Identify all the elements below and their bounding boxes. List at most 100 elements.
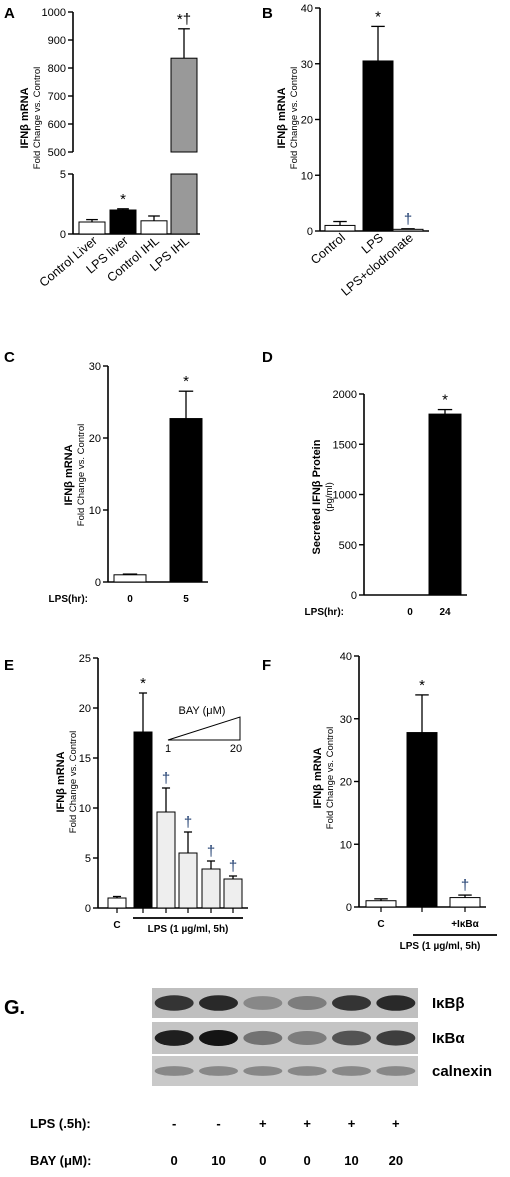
bar-2: [140, 220, 168, 235]
significance-mark-1: *: [120, 191, 126, 208]
y-axis-subtitle: Fold Change vs. Control: [32, 67, 43, 169]
y-tick-label-2: 20: [340, 777, 352, 789]
blot-strip-0: [152, 988, 418, 1018]
x-category-label-0: C: [113, 920, 120, 931]
y-tick-label-0: 0: [351, 590, 357, 602]
x-category-label-2: +IκBα: [451, 919, 479, 930]
bar-0: [324, 224, 356, 232]
bar-1: [169, 418, 203, 583]
blot-band-1-2: [243, 1030, 283, 1046]
significance-mark-1: *: [183, 373, 189, 390]
x-category-label-0: C: [377, 919, 384, 930]
panel-letter-c: C: [4, 349, 15, 366]
blot-lane-value-0-1: -: [216, 1116, 220, 1131]
blot-band-1-4: [331, 1030, 372, 1046]
blot-band-0-1: [198, 995, 239, 1011]
chart-panel-c: 0 10 20 30 * IFNβ mRNA Fold Change vs. Control…: [49, 361, 208, 605]
y-axis-title: Secreted IFNβ Protein: [311, 439, 323, 554]
panel-letter-e: E: [4, 657, 14, 674]
x-category-label-0: 0: [407, 607, 413, 618]
bar-2: [156, 811, 176, 909]
significance-mark-3: †: [184, 814, 192, 831]
bar-1: [362, 60, 394, 232]
x-category-label-1: 5: [183, 594, 189, 605]
y-tick-label-1: 10: [89, 505, 101, 517]
y-tick-label-0: 0: [307, 226, 313, 238]
y-tick-label-4: 40: [340, 651, 352, 663]
blot-band-0-0: [154, 995, 194, 1011]
blot-band-2-4: [331, 1066, 372, 1076]
significance-mark-4: †: [207, 843, 215, 860]
y-axis-subtitle: Fold Change vs. Control: [289, 67, 300, 169]
blot-row-label-1: BAY (μM):: [30, 1153, 91, 1168]
significance-mark-2: †: [162, 770, 170, 787]
y-tick-label-2: 20: [89, 433, 101, 445]
chart-panel-b: 0 10 20 30 40 * † IFNβ mRNA Fold Change vs. Cont…: [276, 3, 429, 299]
blot-lane-value-0-5: +: [392, 1116, 400, 1131]
blot-band-1-5: [376, 1030, 416, 1046]
y-tick-label-3: 30: [89, 361, 101, 373]
bar-0: [107, 897, 127, 909]
y-tick-label-upper-2: 700: [48, 91, 66, 103]
y-axis-title: IFNβ mRNA: [276, 87, 288, 148]
y-tick-label-1: 500: [339, 540, 357, 552]
blot-band-0-3: [287, 996, 327, 1010]
blot-strip-2: [152, 1056, 418, 1086]
bar-5: [223, 878, 243, 909]
y-axis-title: IFNβ mRNA: [55, 751, 67, 812]
bar-1: [109, 209, 137, 235]
bar-3: [170, 173, 198, 235]
blot-band-2-5: [376, 1066, 416, 1076]
bar-2: [449, 897, 481, 908]
y-axis-subtitle: Fold Change vs. Control: [325, 727, 336, 829]
blot-lane-value-1-0: 0: [171, 1153, 178, 1168]
y-tick-label-3: 30: [340, 714, 352, 726]
chart-panel-f: 0 10 20 30 40 * † IFNβ mRNA Fold Change vs. Cont…: [312, 651, 497, 952]
x-category-label-0: Control: [308, 231, 348, 268]
panel-letter-b: B: [262, 5, 273, 22]
y-tick-label-2: 10: [79, 803, 91, 815]
blot-band-0-2: [243, 996, 283, 1010]
blot-lane-value-0-2: +: [259, 1116, 267, 1131]
bar-1: [428, 413, 462, 596]
blot-band-1-0: [154, 1030, 194, 1046]
bar-1: [133, 731, 153, 909]
blot-lane-value-1-1: 10: [211, 1153, 225, 1168]
y-tick-label-2: 20: [301, 115, 313, 127]
panel-letter-g: G.: [4, 997, 25, 1019]
blot-band-2-2: [243, 1066, 283, 1076]
blot-band-2-3: [287, 1066, 327, 1076]
blot-band-2-1: [198, 1066, 239, 1076]
panel-letter-a: A: [4, 5, 15, 22]
blot-band-label-1: IκBα: [432, 1030, 465, 1047]
y-tick-label-1: 10: [301, 170, 313, 182]
bay-inset-title: BAY (μM): [179, 705, 226, 717]
blot-lane-value-1-4: 10: [344, 1153, 358, 1168]
y-tick-label-4: 40: [301, 3, 313, 15]
y-tick-label-5: 25: [79, 653, 91, 665]
blot-lane-value-1-5: 20: [389, 1153, 403, 1168]
y-axis-subtitle: Fold Change vs. Control: [76, 424, 87, 526]
bay-inset-high: 20: [230, 743, 242, 755]
blot-lane-value-1-2: 0: [259, 1153, 266, 1168]
western-blot-panel-g: IκBβ IκBα calnexin LPS (.5h): - - + + + + BAY (μM)…: [30, 988, 492, 1168]
y-axis-subtitle: (pg/ml): [324, 482, 335, 512]
y-tick-label-3: 15: [79, 753, 91, 765]
y-axis-subtitle: Fold Change vs. Control: [68, 731, 79, 833]
significance-mark-2: †: [461, 877, 469, 894]
bar-4: [201, 868, 221, 909]
x-axis-prefix: LPS(hr):: [305, 607, 344, 618]
blot-strip-1: [152, 1022, 418, 1054]
panel-letter-f: F: [262, 657, 271, 674]
y-axis-title: IFNβ mRNA: [312, 747, 324, 808]
bar-0: [113, 574, 147, 583]
y-tick-label-upper-4: 900: [48, 35, 66, 47]
significance-mark-1: *: [375, 8, 381, 25]
blot-band-1-3: [287, 1031, 327, 1045]
blot-band-0-5: [376, 995, 416, 1011]
blot-lane-value-1-3: 0: [304, 1153, 311, 1168]
blot-lane-value-0-0: -: [172, 1116, 176, 1131]
y-tick-label-upper-0: 500: [48, 147, 66, 159]
